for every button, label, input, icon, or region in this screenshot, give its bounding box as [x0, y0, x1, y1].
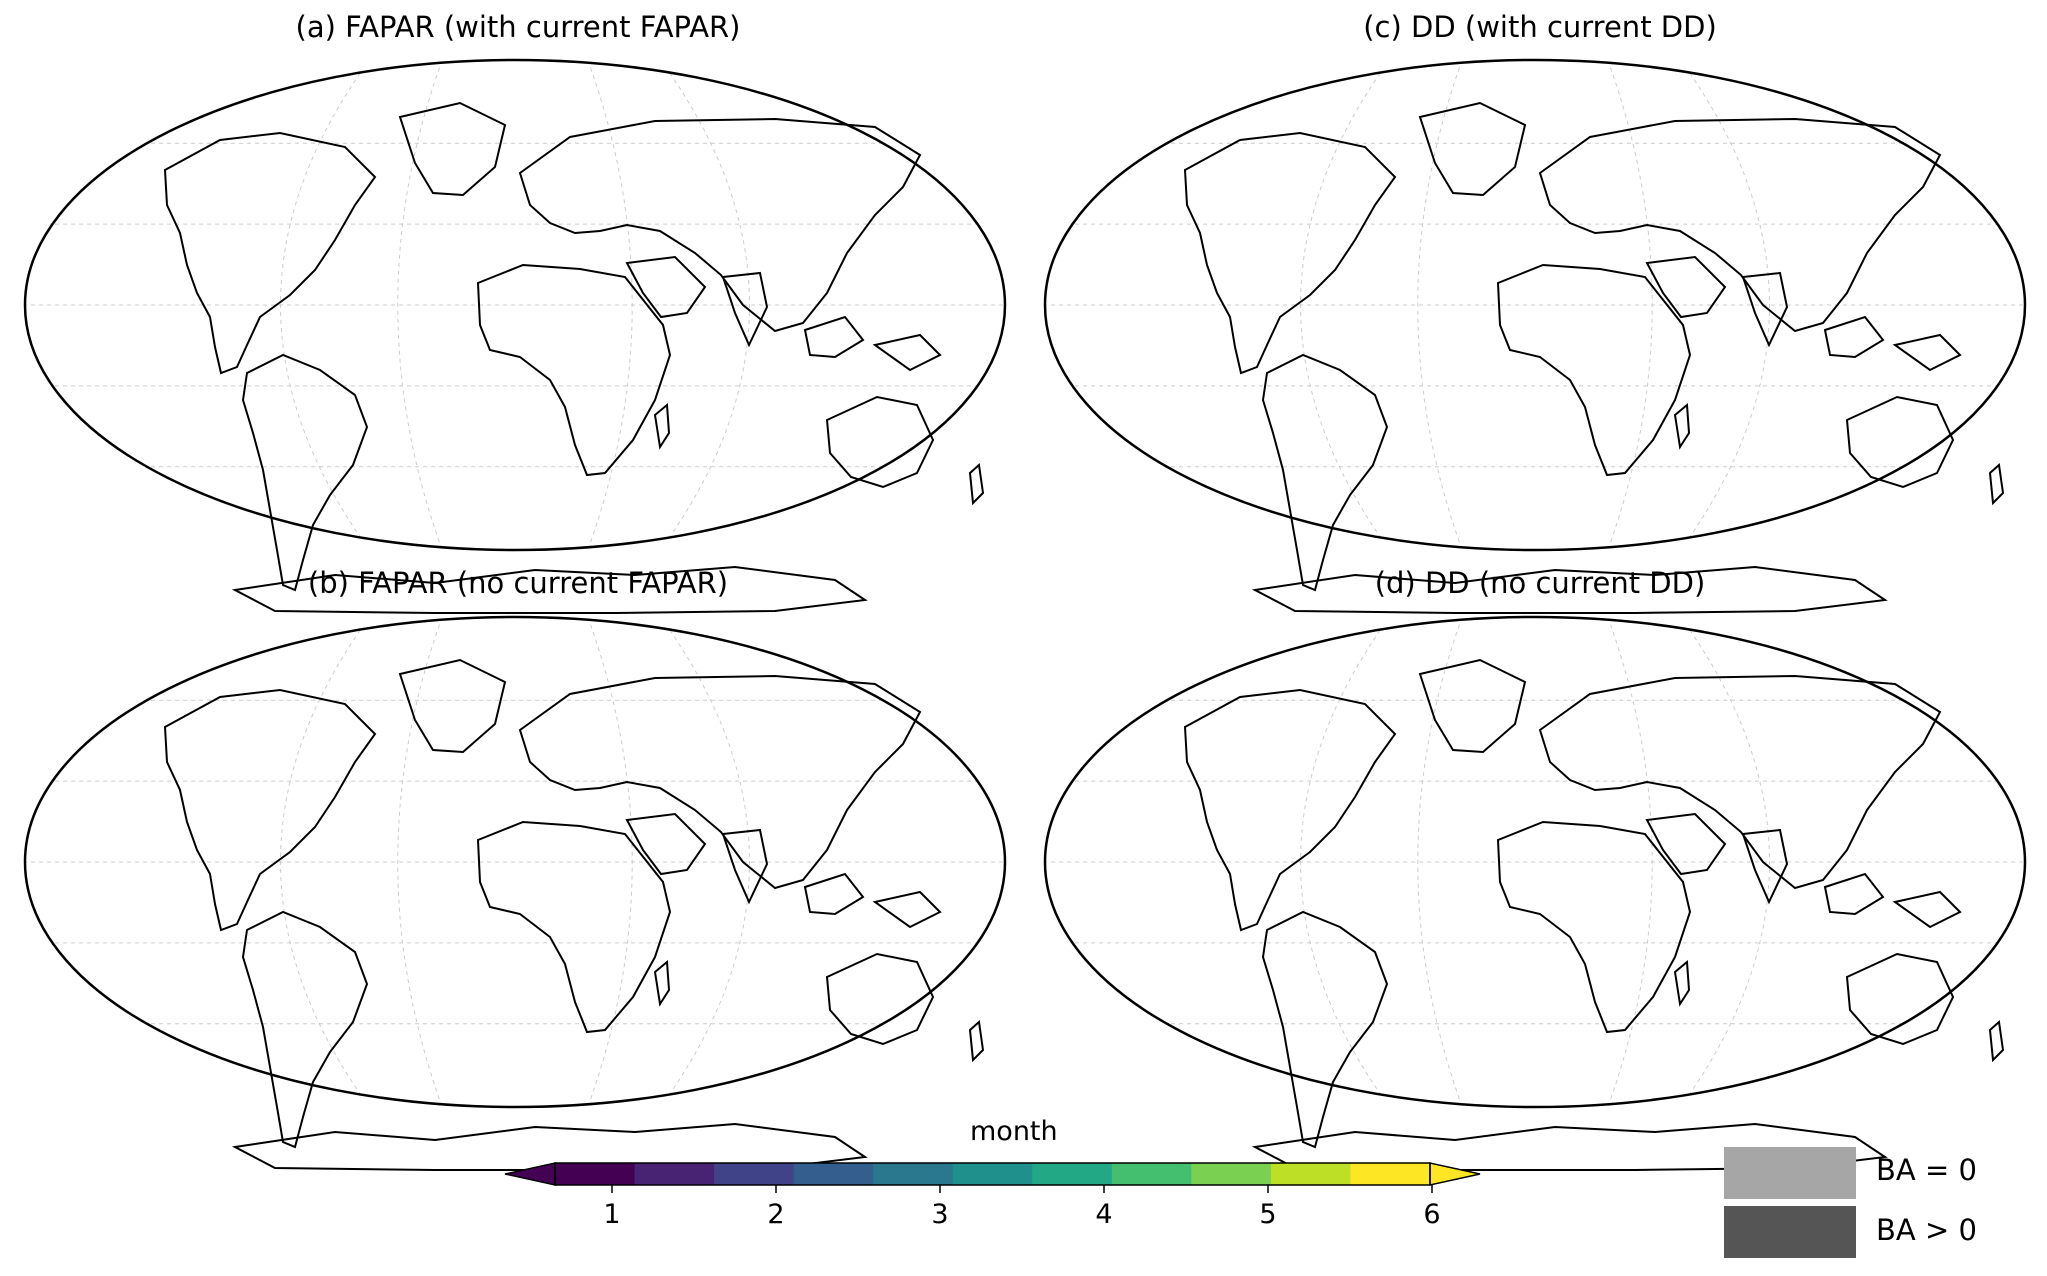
colorbar-tick-label: 5: [1259, 1199, 1276, 1230]
colorbar-extend-low: [504, 1162, 556, 1186]
map-panel-b: [23, 615, 1007, 1171]
colorbar-segment: [952, 1163, 1033, 1185]
colorbar-segment: [1270, 1163, 1351, 1185]
colorbar-segment: [634, 1163, 715, 1185]
colorbar-tick-label: 4: [1095, 1199, 1112, 1230]
colorbar-tick-label: 3: [931, 1199, 948, 1230]
colorbar-extend-high: [1429, 1162, 1481, 1186]
colorbar-segment: [1350, 1163, 1431, 1185]
map-panel-a: [23, 58, 1007, 614]
colorbar-segment: [1111, 1163, 1192, 1185]
map-panel-d: [1043, 615, 2027, 1171]
map-panel-c: [1043, 58, 2027, 614]
panel-title-c: (c) DD (with current DD): [1363, 10, 1717, 44]
colorbar-segment: [873, 1163, 954, 1185]
colorbar-segment: [793, 1163, 874, 1185]
colorbar-tick-label: 2: [767, 1199, 784, 1230]
colorbar-segment: [555, 1163, 636, 1185]
colorbar-segment: [1032, 1163, 1113, 1185]
legend-label-ba-zero: BA = 0: [1876, 1153, 1977, 1187]
colorbar-segment: [714, 1163, 795, 1185]
colorbar-label: month: [970, 1116, 1058, 1147]
colorbar: 1 2 3 4 5 6: [504, 1162, 1481, 1230]
colorbar-tick-label: 6: [1423, 1199, 1440, 1230]
colorbar-tick-label: 1: [603, 1199, 620, 1230]
legend-swatch-ba-zero: [1724, 1147, 1856, 1199]
colorbar-segment: [1191, 1163, 1272, 1185]
panel-title-a: (a) FAPAR (with current FAPAR): [295, 10, 741, 44]
legend-swatch-ba-positive: [1724, 1206, 1856, 1258]
legend-label-ba-positive: BA > 0: [1876, 1213, 1977, 1247]
